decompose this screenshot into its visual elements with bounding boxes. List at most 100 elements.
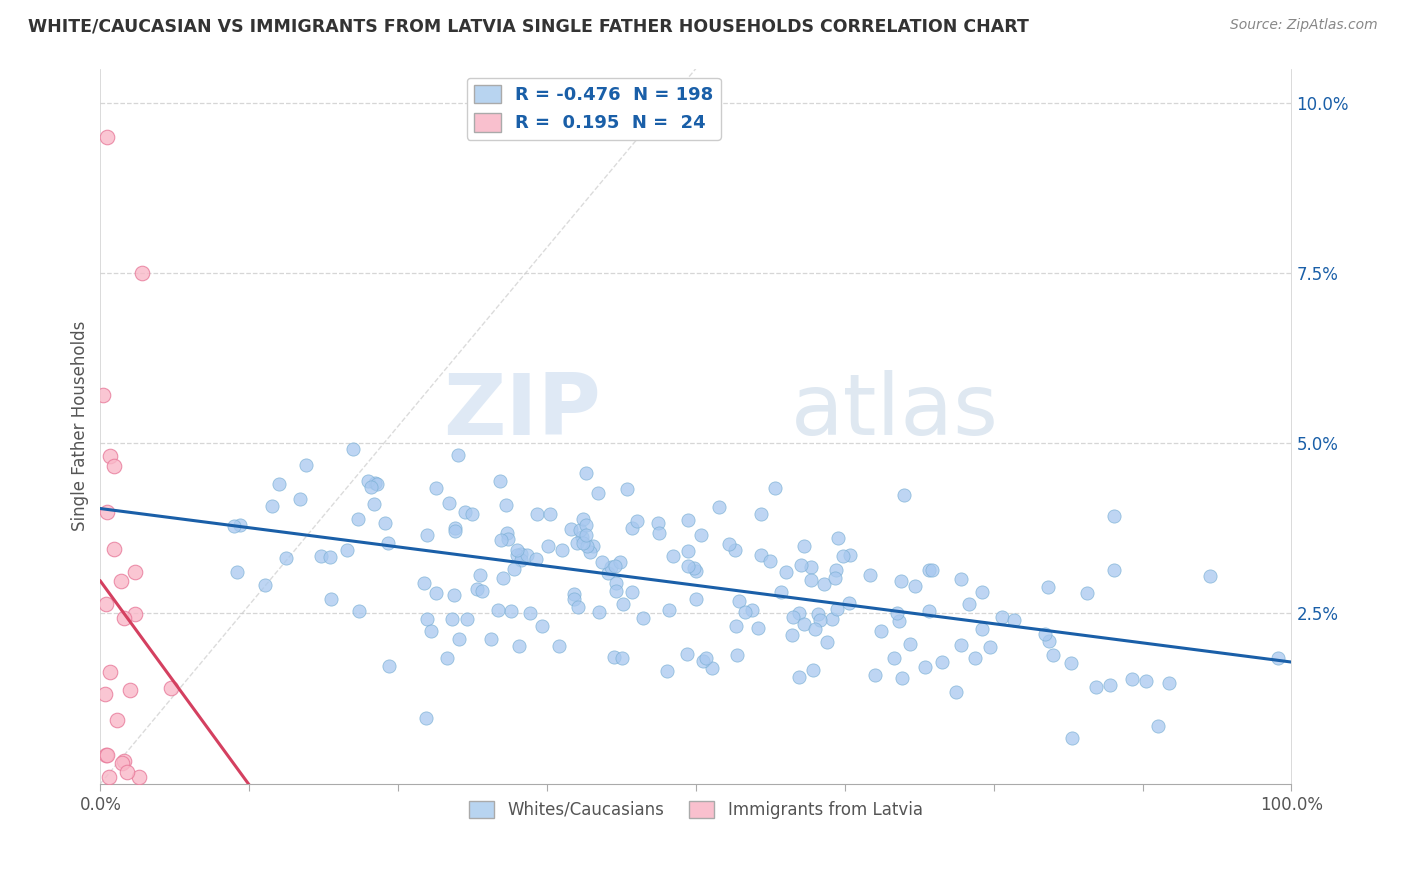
- Point: [689, 528, 711, 542]
- Point: [425, 586, 447, 600]
- Point: [567, 536, 589, 550]
- Point: [510, 553, 533, 567]
- Point: [443, 524, 465, 538]
- Point: [159, 681, 181, 695]
- Point: [416, 528, 439, 542]
- Point: [605, 576, 627, 591]
- Point: [838, 596, 860, 610]
- Point: [488, 474, 510, 488]
- Point: [453, 505, 475, 519]
- Point: [567, 600, 589, 615]
- Point: [682, 561, 704, 575]
- Point: [588, 605, 610, 619]
- Point: [366, 477, 388, 491]
- Point: [626, 514, 648, 528]
- Point: [115, 765, 138, 780]
- Point: [471, 583, 494, 598]
- Point: [891, 671, 914, 685]
- Point: [111, 756, 134, 770]
- Point: [685, 564, 707, 578]
- Point: [94, 687, 117, 701]
- Point: [96, 747, 118, 762]
- Point: [918, 604, 941, 618]
- Point: [356, 474, 378, 488]
- Point: [804, 622, 827, 636]
- Point: [865, 668, 887, 682]
- Point: [496, 533, 519, 547]
- Point: [562, 587, 585, 601]
- Point: [118, 683, 141, 698]
- Text: atlas: atlas: [792, 370, 1000, 453]
- Point: [506, 543, 529, 558]
- Point: [692, 654, 714, 668]
- Point: [508, 640, 530, 654]
- Text: ZIP: ZIP: [443, 370, 600, 453]
- Point: [662, 549, 685, 564]
- Point: [105, 714, 128, 728]
- Point: [957, 597, 980, 611]
- Point: [724, 619, 747, 633]
- Point: [931, 655, 953, 669]
- Point: [609, 555, 631, 569]
- Point: [950, 639, 973, 653]
- Point: [489, 533, 512, 547]
- Point: [807, 607, 830, 621]
- Point: [575, 517, 598, 532]
- Point: [526, 507, 548, 521]
- Point: [1098, 678, 1121, 692]
- Point: [295, 458, 318, 472]
- Point: [965, 651, 987, 665]
- Point: [1159, 676, 1181, 690]
- Point: [447, 448, 470, 462]
- Point: [374, 516, 396, 530]
- Point: [759, 553, 782, 567]
- Point: [492, 571, 515, 585]
- Point: [420, 624, 443, 638]
- Point: [253, 577, 276, 591]
- Point: [1198, 569, 1220, 583]
- Point: [112, 754, 135, 768]
- Point: [346, 511, 368, 525]
- Point: [110, 574, 132, 588]
- Point: [267, 476, 290, 491]
- Point: [131, 266, 153, 280]
- Point: [519, 606, 541, 620]
- Point: [727, 648, 749, 663]
- Point: [96, 505, 118, 519]
- Point: [425, 481, 447, 495]
- Point: [412, 575, 434, 590]
- Point: [825, 563, 848, 577]
- Point: [1135, 673, 1157, 688]
- Text: WHITE/CAUCASIAN VS IMMIGRANTS FROM LATVIA SINGLE FATHER HOUSEHOLDS CORRELATION C: WHITE/CAUCASIAN VS IMMIGRANTS FROM LATVI…: [28, 18, 1029, 36]
- Point: [780, 628, 803, 642]
- Point: [827, 531, 849, 545]
- Point: [603, 649, 626, 664]
- Point: [1035, 626, 1057, 640]
- Point: [631, 610, 654, 624]
- Point: [112, 610, 135, 624]
- Point: [893, 487, 915, 501]
- Point: [443, 521, 465, 535]
- Point: [456, 612, 478, 626]
- Point: [945, 685, 967, 699]
- Point: [1146, 719, 1168, 733]
- Point: [793, 539, 815, 553]
- Point: [436, 651, 458, 665]
- Point: [288, 491, 311, 506]
- Point: [765, 481, 787, 495]
- Point: [415, 711, 437, 725]
- Point: [501, 604, 523, 618]
- Legend: Whites/Caucasians, Immigrants from Latvia: Whites/Caucasians, Immigrants from Latvi…: [463, 794, 929, 825]
- Point: [336, 543, 359, 558]
- Point: [1102, 508, 1125, 523]
- Point: [503, 562, 526, 576]
- Point: [222, 519, 245, 533]
- Point: [620, 521, 643, 535]
- Point: [970, 622, 993, 636]
- Point: [98, 449, 121, 463]
- Point: [576, 539, 599, 553]
- Point: [886, 606, 908, 620]
- Point: [685, 591, 707, 606]
- Point: [103, 541, 125, 556]
- Point: [551, 543, 574, 558]
